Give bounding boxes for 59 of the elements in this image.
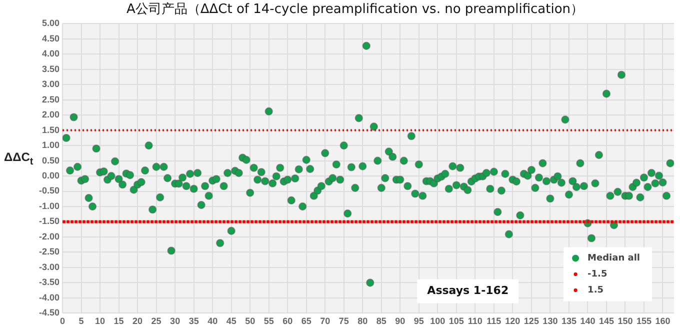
x-tick-label: 55 (264, 316, 274, 326)
y-tick-label: 3.00 (42, 79, 60, 90)
x-tick-label: 110 (468, 316, 482, 326)
chart-title: A公司产品（ΔΔCt of 14-cycle preamplification vs. no preamplification） (126, 2, 584, 18)
x-tick-label: 155 (636, 316, 652, 326)
annotation: Assays 1-162 (427, 284, 509, 298)
x-tick-label: 90 (395, 316, 406, 326)
x-tick-label: 70 (320, 316, 330, 326)
x-tick-label: 105 (448, 316, 464, 326)
y-tick-label: -4.00 (39, 292, 60, 302)
y-tick-label: 0.00 (42, 170, 60, 181)
y-tick-label: -3.00 (39, 262, 60, 272)
x-tick-label: 45 (226, 316, 236, 326)
x-tick-label: 80 (358, 316, 368, 326)
x-tick-label: 85 (376, 316, 386, 326)
y-tick-label: 1.50 (42, 124, 60, 135)
x-tick-label: 150 (618, 316, 633, 326)
x-tick-label: 25 (151, 316, 162, 326)
x-tick-label: 15 (114, 316, 124, 326)
y-tick-label: 2.50 (42, 94, 60, 104)
x-tick-label: 140 (580, 316, 596, 326)
x-tick-label: 115 (486, 316, 502, 326)
x-tick-label: 160 (655, 316, 670, 326)
y-tick-label: -4.50 (39, 308, 60, 318)
y-tick-label: 4.50 (42, 33, 60, 44)
x-tick-label: 60 (282, 316, 293, 326)
x-tick-label: 145 (598, 316, 614, 326)
y-tick-label: -3.50 (39, 277, 60, 288)
y-tick-label: -2.00 (39, 231, 60, 242)
x-tick-label: 30 (170, 316, 180, 326)
x-tick-label: 5 (78, 316, 84, 326)
legend-label: -1.5 (588, 270, 608, 280)
legend-label: Median all (588, 254, 640, 264)
y-tick-label: 1.00 (42, 140, 60, 150)
x-tick-label: 135 (561, 316, 576, 326)
legend-label: 1.5 (588, 286, 604, 296)
x-tick-label: 75 (338, 316, 349, 326)
y-tick-label: -1.50 (39, 216, 60, 226)
x-tick-label: 50 (245, 316, 256, 326)
x-tick-label: 95 (414, 316, 424, 326)
y-tick-label: -1.00 (39, 200, 60, 211)
y-tick-label: 3.50 (42, 64, 60, 74)
x-tick-label: 35 (188, 316, 199, 326)
x-tick-label: 125 (524, 316, 539, 326)
y-tick-label: -0.50 (39, 186, 60, 196)
y-tick-label: 0.50 (42, 155, 60, 166)
x-tick-label: 130 (542, 316, 558, 326)
x-tick-label: 120 (505, 316, 520, 326)
y-tick-label: 5.00 (42, 18, 60, 28)
y-axis-title: ΔΔC$_{t}$ (4, 150, 34, 168)
x-tick-label: 20 (132, 316, 143, 326)
x-tick-label: 0 (60, 316, 66, 326)
x-tick-label: 40 (208, 316, 218, 326)
y-tick-label: 2.00 (42, 110, 60, 120)
x-tick-label: 65 (301, 316, 312, 326)
x-tick-label: 100 (430, 316, 446, 326)
y-tick-label: 4.00 (42, 48, 60, 59)
x-tick-label: 10 (95, 316, 106, 326)
y-tick-label: -2.50 (39, 246, 60, 257)
